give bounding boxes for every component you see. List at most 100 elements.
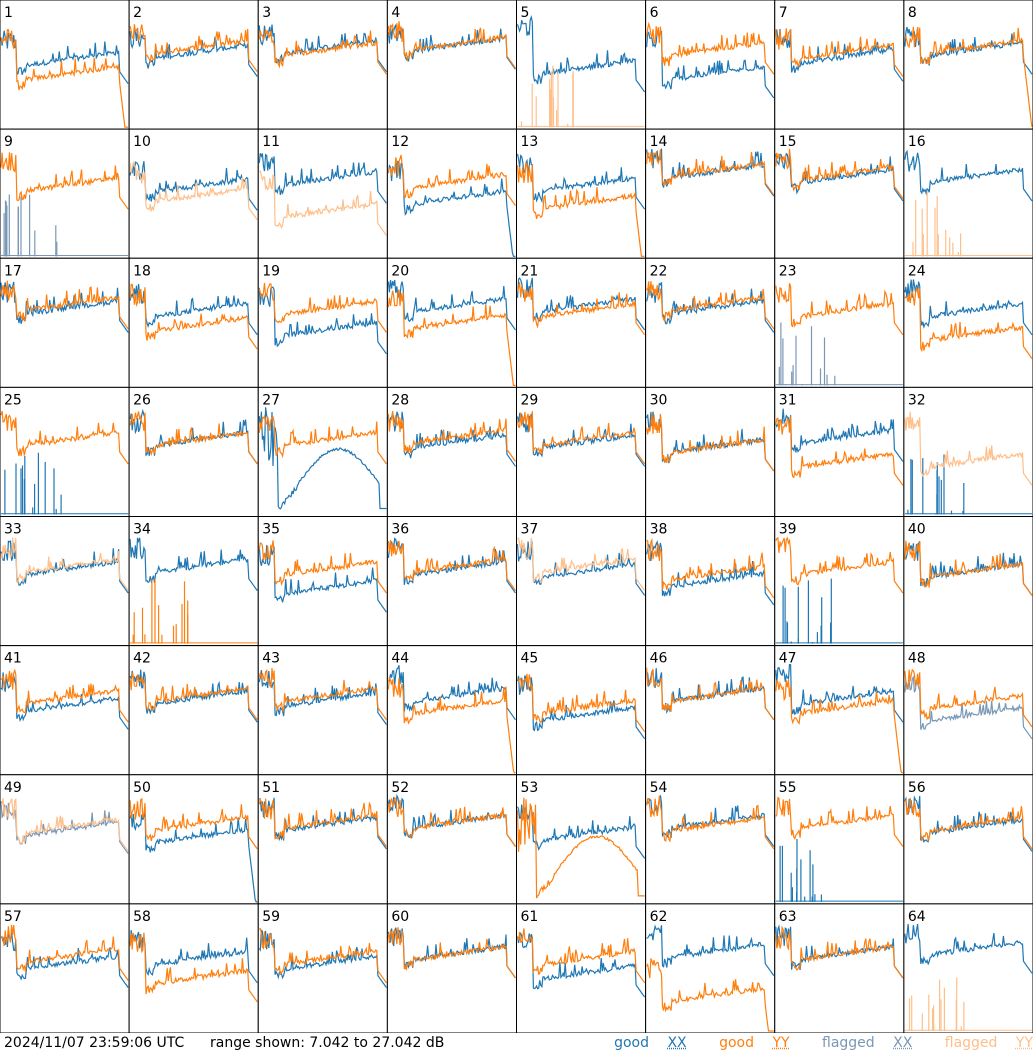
series-yy-panel-38 bbox=[646, 537, 775, 599]
antenna-panel-30: 30 bbox=[645, 386, 776, 517]
panel-label: 63 bbox=[779, 909, 797, 925]
series-yy-panel-48 bbox=[904, 668, 1033, 728]
range-label: range shown: 7.042 to 27.042 dB bbox=[210, 1035, 445, 1051]
panel-frame bbox=[903, 128, 1033, 259]
panel-label: 11 bbox=[262, 134, 280, 150]
panel-label: 12 bbox=[391, 134, 409, 150]
series-xx-panel-2 bbox=[129, 27, 258, 77]
antenna-panel-20: 20 bbox=[386, 257, 517, 388]
antenna-panel-42: 42 bbox=[128, 645, 259, 776]
panel-label: 31 bbox=[779, 392, 797, 408]
panel-label: 33 bbox=[4, 522, 22, 538]
antenna-panel-48: 48 bbox=[903, 645, 1033, 776]
antenna-panel-17: 17 bbox=[0, 257, 130, 388]
series-yy-panel-4 bbox=[387, 21, 516, 69]
panel-label: 3 bbox=[262, 5, 271, 21]
series-xx-panel-50 bbox=[129, 810, 258, 903]
series-xx-panel-7 bbox=[775, 28, 904, 82]
antenna-panel-46: 46 bbox=[645, 645, 776, 776]
panel-label: 59 bbox=[262, 909, 280, 925]
series-yy-panel-21 bbox=[516, 281, 646, 336]
series-xx-panel-23 bbox=[775, 322, 903, 386]
antenna-panel-36: 36 bbox=[386, 516, 517, 647]
panel-label: 54 bbox=[650, 780, 668, 796]
antenna-panel-18: 18 bbox=[128, 257, 259, 388]
panel-label: 41 bbox=[4, 651, 22, 667]
legend: good XX good YY flagged XX flagged YY bbox=[586, 1035, 1033, 1051]
series-yy-panel-60 bbox=[387, 927, 516, 979]
series-yy-panel-26 bbox=[129, 411, 258, 465]
antenna-panel-3: 3 bbox=[257, 0, 388, 130]
antenna-panel-16: 16 bbox=[903, 128, 1033, 259]
series-xx-panel-64 bbox=[904, 923, 1033, 974]
series-xx-panel-24 bbox=[904, 279, 1033, 336]
antenna-panel-44: 44 bbox=[386, 645, 517, 776]
panel-frame bbox=[774, 0, 905, 130]
series-yy-panel-33 bbox=[0, 537, 129, 591]
series-xx-panel-19 bbox=[258, 286, 387, 355]
series-yy-panel-52 bbox=[387, 797, 516, 847]
panel-label: 10 bbox=[133, 134, 151, 150]
series-yy-panel-57 bbox=[0, 924, 129, 981]
legend-flagged-xx: flagged XX bbox=[822, 1035, 913, 1051]
series-yy-panel-45 bbox=[516, 673, 646, 733]
series-yy-panel-34 bbox=[130, 578, 258, 644]
series-xx-panel-41 bbox=[0, 672, 129, 730]
panel-frame bbox=[128, 0, 259, 130]
panel-label: 23 bbox=[779, 263, 797, 279]
antenna-panel-31: 31 bbox=[774, 386, 905, 517]
series-yy-panel-25 bbox=[0, 410, 129, 465]
panel-label: 21 bbox=[521, 263, 539, 279]
series-xx-panel-27 bbox=[258, 407, 387, 510]
series-yy-panel-55 bbox=[775, 796, 904, 847]
series-xx-panel-18 bbox=[129, 284, 258, 336]
panel-frame bbox=[386, 774, 517, 905]
series-yy-panel-50 bbox=[129, 797, 258, 850]
panel-label: 25 bbox=[4, 392, 22, 408]
panel-label: 64 bbox=[908, 909, 926, 925]
antenna-panel-52: 52 bbox=[386, 774, 517, 905]
panel-label: 27 bbox=[262, 392, 280, 408]
panel-frame bbox=[0, 0, 130, 130]
series-yy-panel-59 bbox=[258, 927, 387, 984]
panel-label: 62 bbox=[650, 909, 668, 925]
panel-label: 2 bbox=[133, 5, 142, 21]
series-yy-panel-22 bbox=[646, 281, 775, 330]
panel-label: 32 bbox=[908, 392, 926, 408]
panel-frame bbox=[645, 0, 776, 130]
series-yy-panel-49 bbox=[0, 798, 129, 852]
series-xx-panel-32 bbox=[904, 454, 1032, 515]
series-xx-panel-6 bbox=[646, 30, 775, 99]
series-yy-panel-5 bbox=[517, 65, 645, 128]
antenna-panel-60: 60 bbox=[386, 903, 517, 1033]
series-xx-panel-20 bbox=[387, 279, 516, 331]
antenna-panel-13: 13 bbox=[516, 128, 647, 259]
panel-label: 28 bbox=[391, 392, 409, 408]
panel-frame bbox=[645, 903, 776, 1033]
panel-frame bbox=[128, 257, 259, 388]
antenna-panel-51: 51 bbox=[257, 774, 388, 905]
series-yy-panel-35 bbox=[258, 540, 387, 594]
panel-frame bbox=[903, 903, 1033, 1033]
series-yy-panel-8 bbox=[904, 26, 1033, 128]
antenna-panel-21: 21 bbox=[516, 257, 647, 388]
panel-frame bbox=[903, 257, 1033, 388]
series-xx-panel-58 bbox=[129, 930, 258, 984]
series-yy-panel-28 bbox=[387, 411, 516, 462]
panel-frame bbox=[903, 386, 1033, 517]
panel-label: 26 bbox=[133, 392, 151, 408]
series-yy-panel-63 bbox=[775, 925, 904, 979]
series-xx-panel-36 bbox=[387, 537, 516, 594]
panel-frame bbox=[386, 903, 517, 1033]
footer-bar: 2024/11/07 23:59:06 UTC range shown: 7.0… bbox=[0, 1033, 1033, 1053]
panel-frame bbox=[774, 128, 905, 259]
antenna-panel-58: 58 bbox=[128, 903, 259, 1033]
panel-label: 38 bbox=[650, 522, 668, 538]
series-yy-panel-29 bbox=[516, 411, 646, 465]
series-xx-panel-57 bbox=[0, 931, 129, 988]
legend-good-yy: good YY bbox=[719, 1035, 790, 1051]
series-yy-panel-54 bbox=[646, 796, 775, 850]
series-yy-panel-15 bbox=[775, 148, 904, 199]
antenna-panel-6: 6 bbox=[645, 0, 776, 130]
panel-label: 5 bbox=[521, 5, 530, 21]
